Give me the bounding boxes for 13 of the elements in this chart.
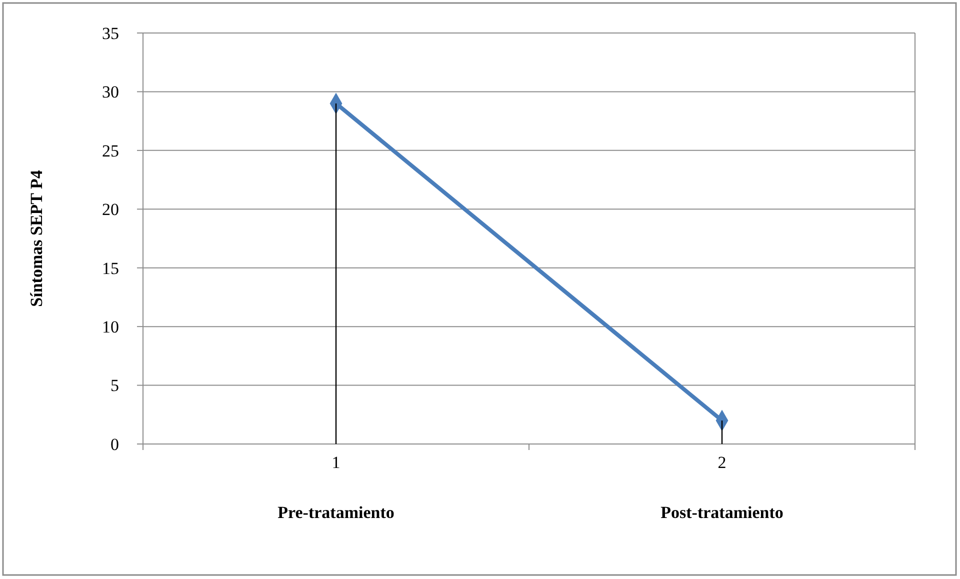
y-tick-label: 20 — [102, 200, 119, 220]
y-tick-label: 30 — [102, 82, 119, 102]
text: Post-tratamiento — [660, 503, 784, 522]
y-tick-label: 0 — [110, 434, 119, 454]
y-tick-label: 10 — [102, 318, 119, 337]
y-tick-label: 25 — [102, 141, 119, 160]
y-axis-title: Síntomas SEPT P4 — [27, 170, 46, 307]
y-tick-label: 15 — [102, 258, 119, 278]
y-tick-label: 35 — [102, 24, 119, 43]
y-tick-label: 5 — [110, 376, 119, 396]
text: Pre-tratamiento — [278, 503, 394, 522]
x-tick-label: 1 — [332, 453, 340, 472]
x-tick-label: 2 — [718, 453, 726, 472]
